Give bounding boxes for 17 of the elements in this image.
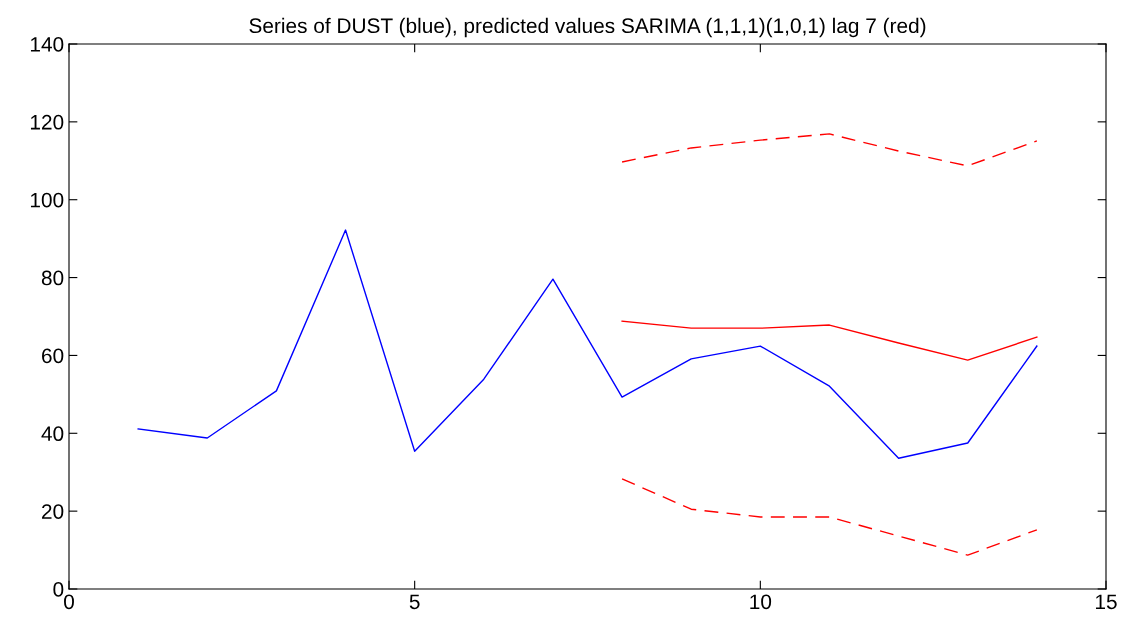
y-tick-label: 0 xyxy=(53,582,64,597)
x-tick-label: 0 xyxy=(64,594,74,610)
y-tick-label: 40 xyxy=(41,426,64,442)
y-tick-label: 20 xyxy=(42,504,64,519)
x-tick-label: 10 xyxy=(750,594,772,610)
x-tick-label: 5 xyxy=(409,594,420,610)
y-tick-label: 60 xyxy=(42,348,64,364)
line-series xyxy=(137,229,1038,459)
y-tick-label: 120 xyxy=(30,114,64,130)
line-series xyxy=(621,133,1038,167)
y-tick-label: 140 xyxy=(30,37,64,52)
y-tick-label: 80 xyxy=(41,270,64,286)
y-tick-label: 100 xyxy=(30,192,64,208)
line-series xyxy=(621,478,1038,556)
chart-title: Series of DUST (blue), predicted values SARIMA (1,1,1)(1,0,1) lag 7 (red) xyxy=(249,17,926,38)
x-tick-label: 15 xyxy=(1096,594,1117,610)
line-series xyxy=(621,320,1038,361)
